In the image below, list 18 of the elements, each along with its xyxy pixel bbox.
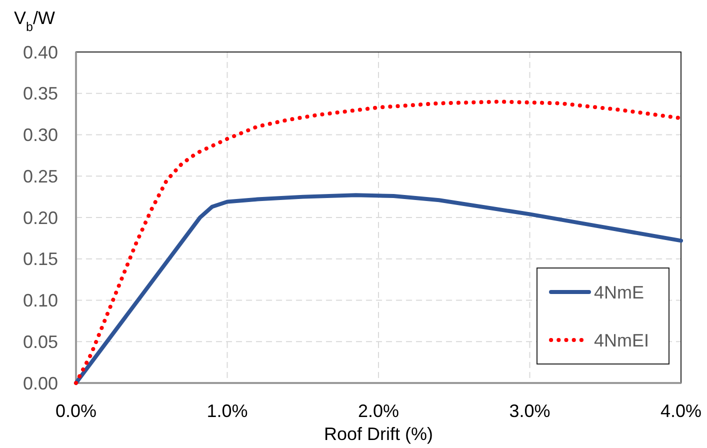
y-tick-label: 0.30 (22, 125, 58, 146)
y-tick-label: 0.25 (22, 166, 58, 186)
legend-label: 4NmE (594, 282, 644, 302)
y-tick-label: 0.40 (22, 42, 58, 62)
y-axis-title: V$_{b}$/W (14, 8, 56, 34)
y-tick-label: 0.15 (22, 249, 58, 270)
y-tick-label: 0.35 (22, 84, 58, 104)
x-tick-label: 2.0% (358, 401, 400, 421)
x-tick-label: 4.0% (660, 401, 702, 421)
x-tick-label: 0.0% (55, 401, 97, 421)
y-tick-label: 0.10 (22, 290, 58, 311)
x-axis-title: Roof Drift (%) (324, 424, 434, 444)
y-tick-label: 0.00 (22, 373, 58, 394)
legend-label: 4NmEI (594, 330, 650, 350)
y-tick-label: 0.20 (22, 208, 58, 228)
x-tick-label: 3.0% (509, 401, 550, 421)
y-tick-label: 0.05 (22, 332, 58, 352)
x-tick-label: 1.0% (206, 401, 248, 421)
